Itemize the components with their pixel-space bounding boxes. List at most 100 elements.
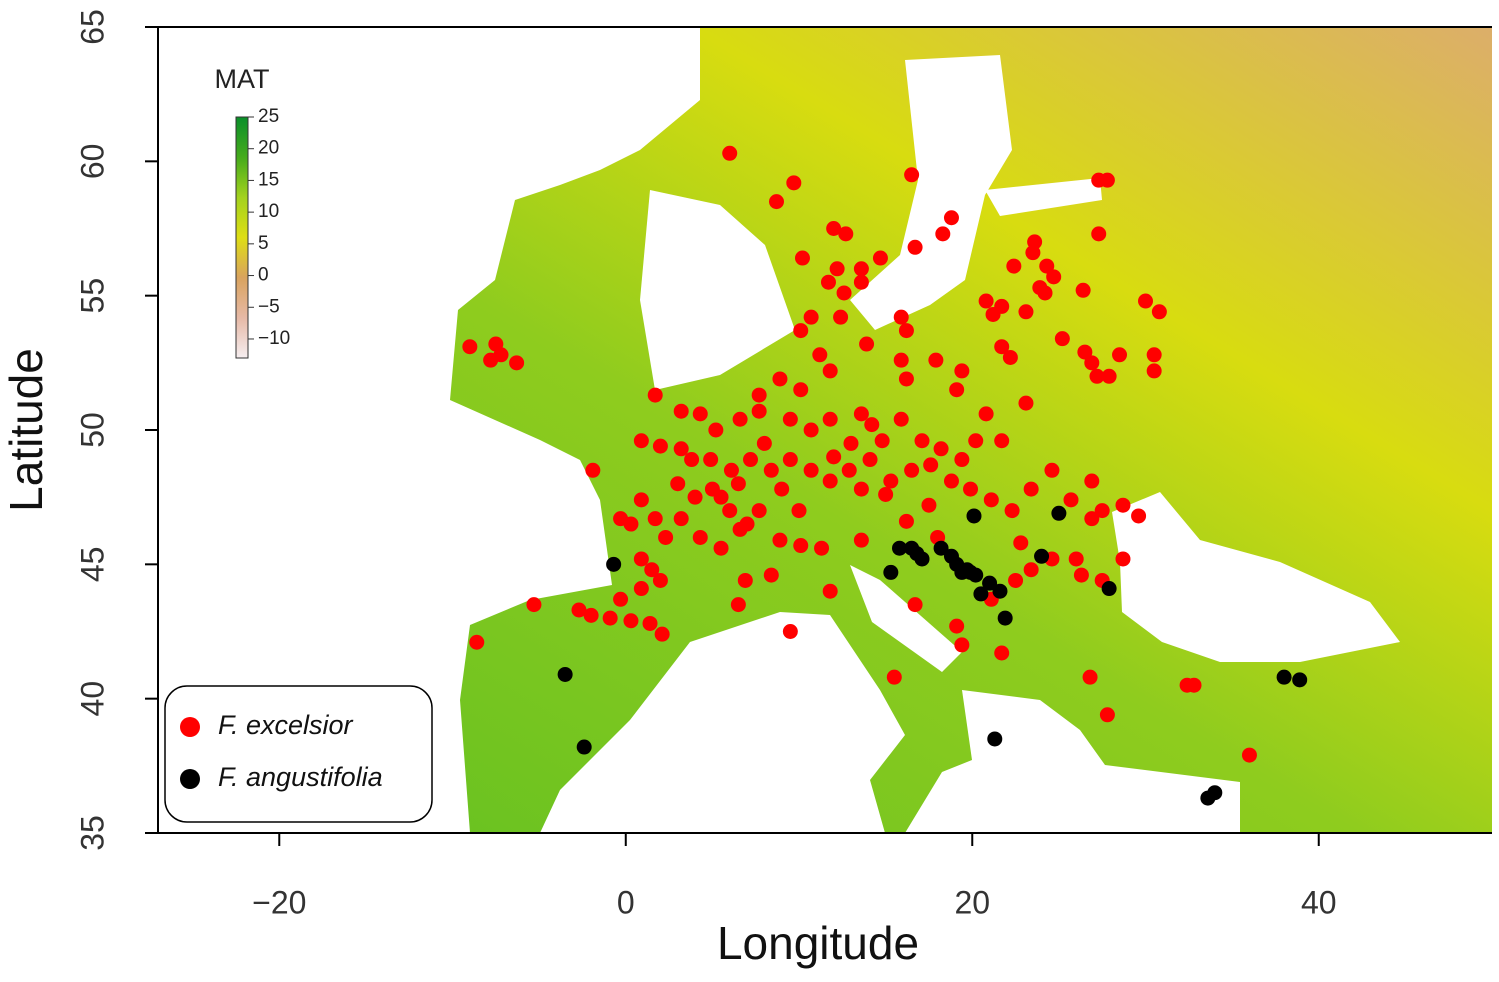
point (658, 529, 674, 545)
point (583, 607, 599, 623)
point (763, 567, 779, 583)
point (838, 226, 854, 242)
point (673, 511, 689, 527)
point (803, 422, 819, 438)
point (841, 462, 857, 478)
colorbar-tick-label: 5 (258, 233, 269, 254)
point (462, 339, 478, 355)
point (751, 403, 767, 419)
y-tick-label: 45 (74, 547, 110, 583)
point (576, 739, 592, 755)
point (644, 562, 660, 578)
point (1146, 363, 1162, 379)
point (1084, 511, 1100, 527)
point (1186, 677, 1202, 693)
eastern-mediterranean (905, 690, 1240, 833)
point (793, 382, 809, 398)
point (723, 462, 739, 478)
point (652, 438, 668, 454)
point (864, 417, 880, 433)
point (1094, 503, 1110, 519)
point (803, 309, 819, 325)
point (822, 411, 838, 427)
series-1 (557, 505, 1308, 806)
point (1044, 462, 1060, 478)
point (791, 503, 807, 519)
point (793, 538, 809, 554)
point (633, 492, 649, 508)
point (943, 210, 959, 226)
point (1018, 395, 1034, 411)
point (826, 449, 842, 465)
point (1023, 562, 1039, 578)
point (822, 363, 838, 379)
point (606, 556, 622, 572)
point (772, 532, 788, 548)
point (1068, 551, 1084, 567)
point (853, 406, 869, 422)
point (763, 462, 779, 478)
point (1082, 669, 1098, 685)
x-tick-label: 40 (1301, 884, 1337, 920)
north-sea (640, 190, 795, 390)
point (954, 452, 970, 468)
point (898, 323, 914, 339)
x-axis-title: Longitude (717, 917, 919, 969)
point (774, 481, 790, 497)
point (1027, 234, 1043, 250)
point (949, 618, 965, 634)
point (673, 403, 689, 419)
point (943, 473, 959, 489)
point (1037, 285, 1053, 301)
point (1089, 368, 1105, 384)
point (647, 387, 663, 403)
point (803, 462, 819, 478)
point (987, 731, 1003, 747)
point (822, 583, 838, 599)
point (843, 435, 859, 451)
point (1115, 551, 1131, 567)
point (1013, 535, 1029, 551)
point (692, 406, 708, 422)
point (836, 285, 852, 301)
point (935, 226, 951, 242)
point (907, 239, 923, 255)
point (859, 336, 875, 352)
point (670, 476, 686, 492)
point (557, 666, 573, 682)
point (647, 511, 663, 527)
point (737, 572, 753, 588)
adriatic (850, 565, 962, 672)
point (933, 441, 949, 457)
x-tick-label: −20 (252, 884, 306, 920)
point (822, 473, 838, 489)
point (708, 422, 724, 438)
point (509, 355, 525, 371)
point (1292, 672, 1308, 688)
y-tick-label: 35 (74, 815, 110, 851)
point (826, 221, 842, 236)
point (613, 591, 629, 607)
point (469, 634, 485, 650)
point (571, 602, 587, 618)
point (713, 540, 729, 556)
point (1115, 497, 1131, 513)
point (978, 293, 994, 309)
point (794, 250, 810, 266)
legend-marker (180, 717, 200, 737)
point (793, 323, 809, 339)
point (732, 411, 748, 427)
point (623, 516, 639, 532)
western-mediterranean (540, 612, 905, 833)
baltic (850, 55, 1012, 330)
point (963, 481, 979, 497)
point (684, 452, 700, 468)
y-tick-label: 60 (74, 144, 110, 180)
point (914, 433, 930, 449)
point (782, 411, 798, 427)
point (633, 433, 649, 449)
point (1099, 707, 1115, 723)
point (878, 486, 894, 502)
